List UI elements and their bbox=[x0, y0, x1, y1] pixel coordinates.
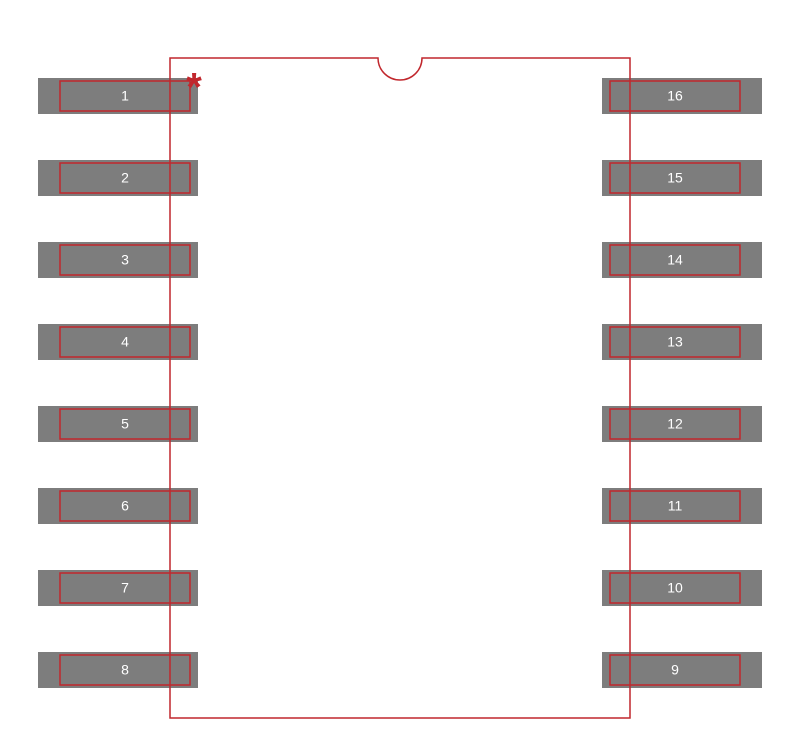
pin-label: 12 bbox=[667, 416, 683, 432]
ic-footprint-svg: 1 16 2 15 3 14 4 13 5 12 6 11 7 10 8 9 * bbox=[0, 0, 800, 739]
pin-label: 11 bbox=[668, 498, 683, 514]
pin-label: 2 bbox=[121, 170, 129, 186]
pin-label: 13 bbox=[667, 334, 683, 350]
pad-fill bbox=[38, 160, 198, 196]
pads-group bbox=[38, 78, 762, 688]
pad-fill bbox=[38, 406, 198, 442]
pin-label: 16 bbox=[667, 88, 683, 104]
pad-fill bbox=[602, 652, 762, 688]
pin-label: 3 bbox=[121, 252, 129, 268]
pad-fill bbox=[38, 324, 198, 360]
pad-fill bbox=[38, 652, 198, 688]
pad-fill bbox=[38, 570, 198, 606]
pad-fill bbox=[38, 488, 198, 524]
pin-label: 1 bbox=[121, 88, 129, 104]
pad-fill bbox=[38, 242, 198, 278]
pin-label: 9 bbox=[671, 662, 679, 678]
pin-label: 6 bbox=[121, 498, 129, 514]
pin-label: 5 bbox=[121, 416, 129, 432]
pad-fill bbox=[38, 78, 198, 114]
package-body-outline bbox=[170, 58, 630, 718]
pin-label: 8 bbox=[121, 662, 129, 678]
pin-label: 14 bbox=[667, 252, 683, 268]
pin1-marker-icon: * bbox=[186, 66, 202, 110]
pin-label: 4 bbox=[121, 334, 129, 350]
pin-label: 7 bbox=[121, 580, 129, 596]
pin-label: 15 bbox=[667, 170, 683, 186]
pin-label: 10 bbox=[667, 580, 683, 596]
